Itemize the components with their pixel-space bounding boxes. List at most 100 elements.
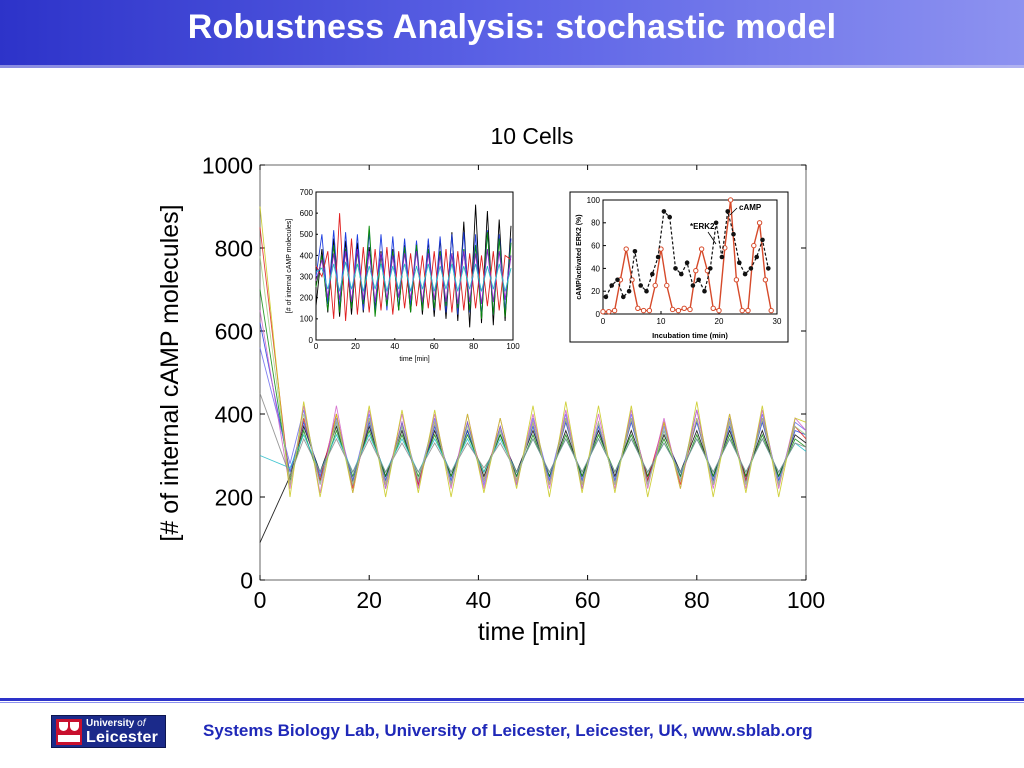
inset2-erk2-marker: [713, 220, 719, 226]
inset2-x-tick-label: 30: [773, 317, 782, 326]
inset2-camp-marker: [600, 309, 606, 315]
inset2-erk2-marker: [638, 283, 643, 288]
main-y-axis-label: [# of internal cAMP molecules]: [156, 204, 184, 541]
inset1-x-tick-label: 40: [390, 342, 399, 351]
inset2-erk2-marker: [690, 283, 696, 288]
inset2-camp-marker: [687, 306, 693, 313]
inset2-camp-pointer: [729, 207, 738, 216]
main-x-tick-label: 100: [787, 587, 825, 613]
inset1-y-tick-label: 500: [300, 230, 314, 239]
inset1-y-tick-label: 200: [300, 294, 314, 303]
inset2-erk2-pointer: [707, 231, 717, 245]
main-y-tick-label: 200: [215, 484, 253, 510]
inset1-x-tick-label: 80: [469, 342, 478, 351]
inset2-camp-marker: [664, 282, 670, 289]
footer-rule: [0, 698, 1024, 701]
inset1-x-tick-label: 0: [314, 342, 319, 351]
inset2-y-tick-label: 0: [596, 310, 601, 319]
inset2-camp-marker: [606, 309, 612, 315]
inset2-erk2-marker: [766, 266, 771, 271]
inset2-annotation-erk2: *ERK2: [690, 222, 715, 231]
inset2-erk2-marker: [754, 254, 759, 260]
inset1-series-line: [315, 261, 512, 292]
inset2-erk2-marker: [626, 288, 632, 294]
main-chart: 10 Cells time [min] [# of internal cAMP …: [156, 123, 825, 646]
inset1-y-tick-label: 100: [300, 315, 314, 324]
inset2-erk2-marker: [696, 277, 701, 283]
main-x-tick-label: 80: [684, 587, 710, 613]
main-y-tick-label: 600: [215, 318, 253, 344]
inset2-erk2-marker: [615, 277, 620, 283]
inset2-erk2-marker: [719, 254, 725, 260]
main-chart-title: 10 Cells: [490, 123, 573, 149]
inset2-frame: [602, 199, 778, 315]
inset2-camp-marker: [762, 277, 769, 283]
inset2-erk2-marker: [725, 209, 730, 214]
inset2-erk2-marker: [679, 271, 684, 277]
inset2-y-tick-label: 100: [587, 196, 601, 205]
inset2-camp-marker: [693, 267, 699, 274]
inset2-camp-marker: [768, 307, 774, 314]
inset2-camp-marker: [640, 307, 647, 314]
main-x-axis-label: time [min]: [478, 618, 586, 646]
main-y-tick-label: 0: [240, 567, 253, 593]
inset2-camp-marker: [681, 305, 687, 311]
university-logo: University of Leicester: [51, 715, 166, 748]
main-frame: [259, 164, 807, 581]
inset1-y-tick-label: 300: [300, 272, 314, 281]
inset2-y-tick-label: 80: [591, 219, 600, 228]
inset-simulation-chart: 0 20 40 60 80 100 0 100 200 300 400 500 600 700 time […: [282, 178, 522, 364]
main-x-tick-label: 0: [254, 587, 267, 613]
inset2-camp-marker: [698, 246, 705, 252]
inset2-camp-marker: [739, 307, 745, 314]
inset2-camp-marker: [623, 246, 629, 252]
main-x-tick-label: 40: [466, 587, 492, 613]
inset2-x-tick-label: 20: [715, 317, 724, 326]
inset1-y-tick-label: 0: [309, 336, 314, 345]
inset2-camp-marker: [652, 282, 658, 289]
main-y-tick-label: 1000: [202, 152, 253, 178]
inset2-erk2-marker: [731, 231, 736, 237]
inset2-erk2-marker: [644, 288, 649, 294]
main-series-line: [259, 347, 807, 489]
inset1-x-axis-label: time [min]: [399, 356, 429, 363]
main-x-tick-label: 60: [575, 587, 601, 613]
inset2-erk2-marker: [655, 254, 661, 260]
inset2-camp-marker: [658, 246, 664, 252]
inset2-camp-marker: [669, 306, 676, 313]
inset1-x-tick-label: 20: [351, 342, 360, 351]
inset2-camp-marker: [635, 305, 641, 311]
slide-title: Robustness Analysis: stochastic model: [187, 8, 837, 46]
inset2-erk2-marker: [737, 260, 742, 266]
inset2-camp-marker: [716, 307, 722, 314]
inset2-y-tick-label: 20: [591, 287, 600, 296]
inset1-y-tick-label: 400: [300, 251, 314, 260]
logo-line1-of: of: [137, 718, 146, 729]
inset2-erk2-marker: [609, 283, 614, 288]
inset2-erk2-marker: [684, 260, 690, 266]
inset2-camp-marker: [745, 307, 751, 314]
inset1-y-tick-label: 700: [300, 188, 314, 197]
main-y-tick-label: 400: [215, 401, 253, 427]
inset2-camp-marker: [710, 305, 716, 311]
inset2-camp-marker: [675, 307, 682, 314]
inset2-camp-marker: [727, 197, 734, 203]
logo-line2: Leicester: [86, 729, 159, 746]
inset2-erk2-marker: [650, 271, 655, 277]
main-series-line: [259, 256, 807, 487]
main-x-tick-label: 20: [356, 587, 382, 613]
inset2-camp-marker: [733, 277, 740, 283]
inset2-erk2-marker: [708, 266, 713, 271]
inset2-y-tick-label: 40: [591, 264, 600, 273]
main-series-line: [259, 393, 807, 478]
inset2-x-tick-label: 10: [657, 317, 666, 326]
crest-icon: [56, 719, 82, 745]
logo-line1: University: [86, 718, 135, 729]
inset2-erk2-marker: [632, 249, 638, 254]
inset2-y-tick-label: 60: [591, 241, 600, 250]
inset2-erk2-marker: [760, 237, 765, 243]
inset2-erk2-marker: [742, 271, 748, 277]
inset2-erk2-marker: [603, 294, 609, 300]
inset1-y-axis-label: [# of internal cAMP molecules]: [286, 219, 293, 313]
